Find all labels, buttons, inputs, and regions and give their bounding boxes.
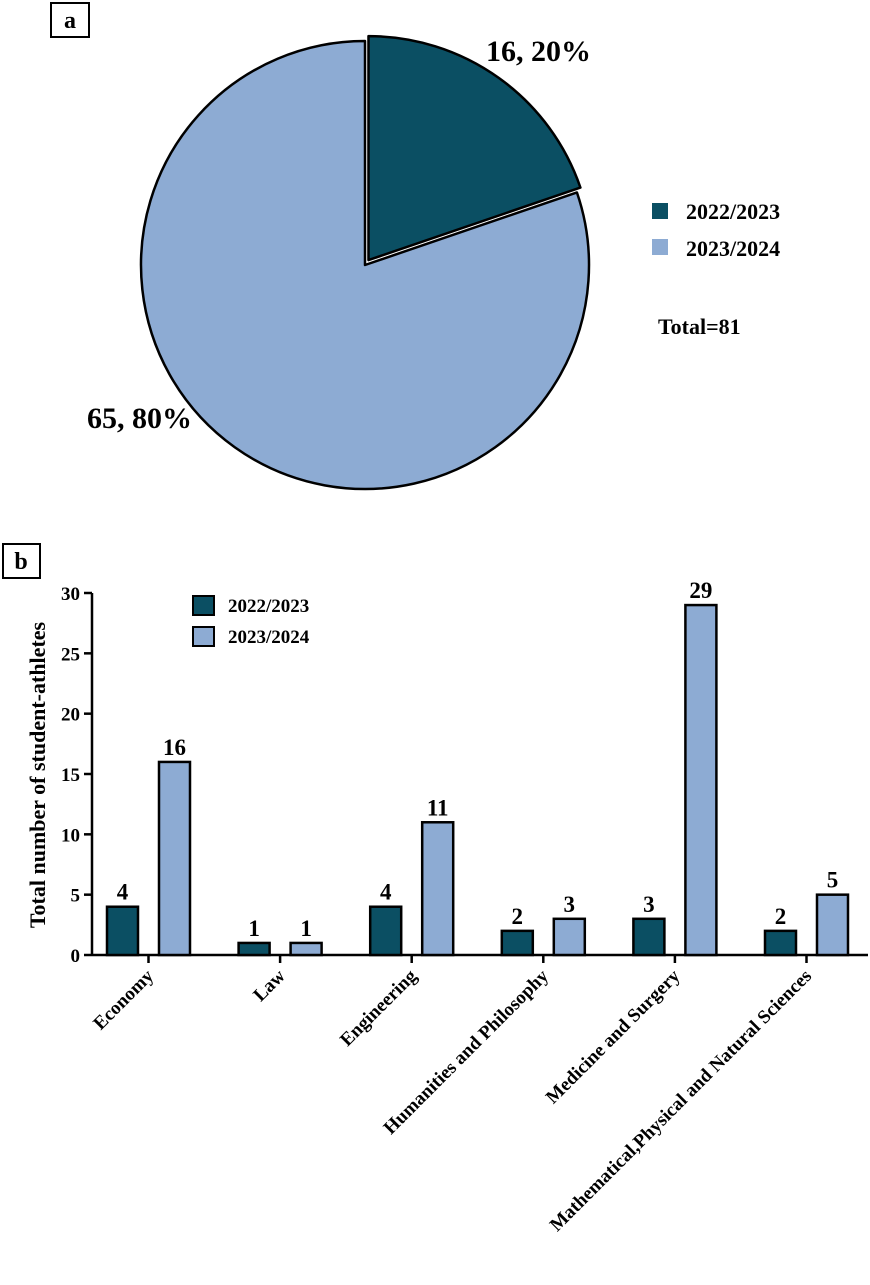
x-tick-label: Economy (89, 965, 158, 1034)
y-tick-label: 25 (61, 644, 80, 665)
bar-value-label: 1 (248, 916, 260, 941)
bar-2022-2023 (632, 917, 666, 957)
y-tick-label: 0 (71, 946, 81, 967)
panel-b-label: b (2, 543, 41, 579)
bar-value-label: 5 (827, 868, 839, 893)
panel-a-letter: a (64, 8, 76, 34)
bar-value-label: 2 (775, 904, 787, 929)
bar-2023-2024 (815, 893, 850, 957)
bar-2022-2023 (105, 905, 140, 957)
y-tick-label: 15 (61, 765, 80, 786)
pie-slice-2022-2023 (367, 34, 582, 262)
pie-legend: 2022/2023 2023/2024 (652, 199, 780, 261)
pie-chart: 16, 20% 65, 80% (87, 34, 591, 491)
pie-legend-label-2022: 2022/2023 (686, 199, 780, 224)
pie-slice-label: 16, 20% (486, 35, 591, 68)
bar-2022-2023 (368, 905, 403, 957)
bar-2022-2023 (763, 929, 798, 957)
bar-value-label: 4 (117, 880, 129, 905)
bar-2023-2024 (289, 941, 323, 957)
x-tick-label: Engineering (336, 965, 421, 1050)
y-tick-label: 10 (61, 825, 80, 846)
y-tick-label: 30 (61, 584, 80, 605)
bar-value-label: 29 (689, 578, 712, 603)
pie-slice-label: 65, 80% (87, 402, 192, 435)
bar-2022-2023 (237, 941, 271, 957)
pie-legend-label-2023: 2023/2024 (686, 236, 780, 261)
bar-2023-2024 (157, 760, 192, 957)
bar-value-label: 2 (512, 904, 524, 929)
bar-value-label: 11 (427, 795, 449, 820)
x-tick-label: Law (249, 965, 289, 1005)
bar-legend-label-2023: 2023/2024 (228, 627, 310, 648)
pie-legend-swatch-2023 (652, 239, 668, 255)
panel-a-label: a (50, 2, 90, 38)
pie-legend-swatch-2022 (652, 203, 668, 219)
bar-value-label: 3 (564, 892, 576, 917)
panel-b-letter: b (14, 549, 27, 575)
y-tick-label: 5 (71, 886, 81, 907)
bar-value-label: 1 (300, 916, 312, 941)
bar-2023-2024 (420, 821, 455, 957)
bar-legend-swatch-2022 (192, 595, 215, 616)
pie-slice-2023-2024 (139, 39, 591, 491)
bar-legend-label-2022: 2022/2023 (228, 596, 309, 617)
x-tick-label: Mathematical,Physical and Natural Scienc… (546, 966, 816, 1236)
x-tick-label: Medicine and Surgery (542, 965, 685, 1108)
y-axis-label: Total number of student-athletes (25, 621, 50, 928)
bar-value-label: 3 (643, 892, 655, 917)
bar-legend: 2022/2023 2023/2024 (192, 595, 310, 648)
y-tick-label: 20 (61, 705, 80, 726)
pie-total-annotation: Total=81 (658, 314, 741, 339)
bar-value-label: 4 (380, 880, 392, 905)
bar-2023-2024 (684, 603, 718, 957)
bar-2022-2023 (500, 929, 535, 957)
bar-2023-2024 (552, 917, 587, 957)
bar-legend-swatch-2023 (192, 626, 215, 647)
bar-value-label: 16 (163, 735, 186, 760)
